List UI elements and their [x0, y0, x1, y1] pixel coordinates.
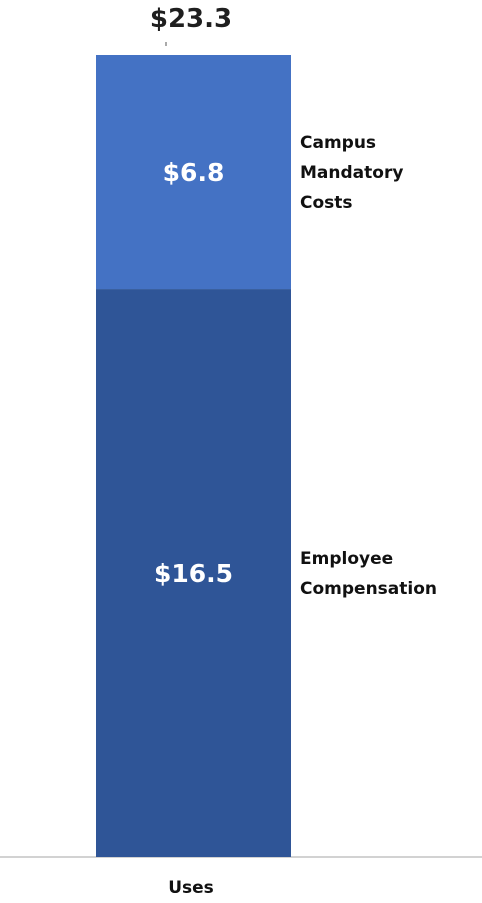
- bar-segment-employee-compensation: [96, 289, 291, 858]
- series-label-line: Campus: [300, 133, 376, 153]
- series-label-employee-compensation: Employee Compensation: [300, 549, 437, 599]
- series-label-line: Employee: [300, 549, 393, 569]
- data-label-employee-compensation: $16.5: [154, 559, 233, 588]
- total-value-label: $23.3: [150, 4, 232, 34]
- bar-segments: [96, 55, 291, 858]
- bar-labels: $16.5 Employee Compensation $6.8 Campus Manda…: [154, 133, 437, 599]
- series-label-campus-mandatory-costs: Campus Mandatory Costs: [300, 133, 403, 213]
- bar-segment-campus-mandatory-costs: [96, 55, 291, 290]
- series-label-line: Mandatory: [300, 163, 403, 183]
- data-label-campus-mandatory-costs: $6.8: [163, 158, 225, 187]
- series-label-line: Costs: [300, 193, 353, 213]
- series-label-line: Compensation: [300, 579, 437, 599]
- category-label: Uses: [168, 878, 214, 898]
